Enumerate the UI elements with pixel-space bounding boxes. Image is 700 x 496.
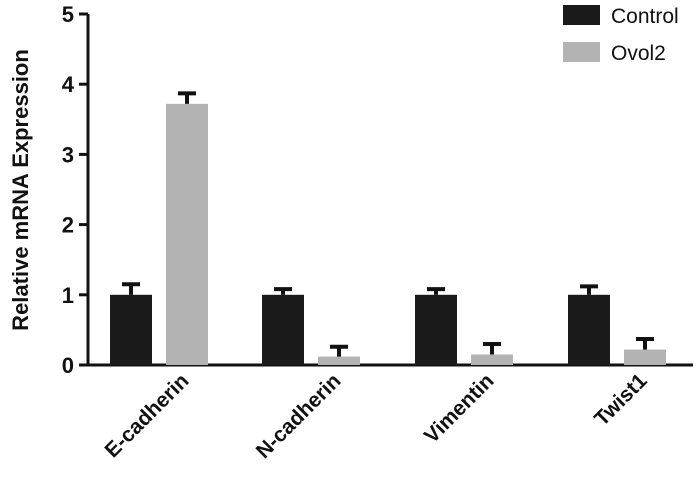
y-tick-label: 1 — [62, 283, 74, 308]
bar-control-twist1 — [568, 294, 610, 365]
x-tick-label: E-cadherin — [101, 369, 194, 462]
bar-ovol2-n-cadherin — [318, 356, 360, 365]
y-tick-label: 2 — [62, 213, 74, 238]
y-tick-label: 0 — [62, 353, 74, 378]
bars — [110, 91, 666, 365]
bar-ovol2-e-cadherin — [166, 103, 208, 365]
bar-ovol2-twist1 — [624, 349, 666, 365]
y-tick-label: 3 — [62, 142, 74, 167]
y-tick-label: 4 — [62, 72, 75, 97]
legend-swatch-ovol2 — [563, 42, 600, 62]
bar-ovol2-vimentin — [471, 354, 513, 365]
bar-control-vimentin — [415, 294, 457, 365]
x-tick-label: Twist1 — [590, 369, 652, 431]
x-tick-labels: E-cadherin N-cadherin Vimentin Twist1 — [101, 369, 652, 463]
y-tick-label: 5 — [62, 2, 74, 27]
legend-swatch-control — [563, 5, 600, 25]
bar-control-e-cadherin — [110, 294, 152, 365]
bar-control-n-cadherin — [262, 294, 304, 365]
legend-label-ovol2: Ovol2 — [611, 42, 666, 65]
x-tick-label: Vimentin — [420, 369, 499, 448]
y-axis-title: Relative mRNA Expression — [8, 49, 33, 331]
x-tick-label: N-cadherin — [252, 369, 346, 463]
legend-label-control: Control — [611, 5, 679, 28]
legend: Control Ovol2 — [563, 5, 679, 65]
